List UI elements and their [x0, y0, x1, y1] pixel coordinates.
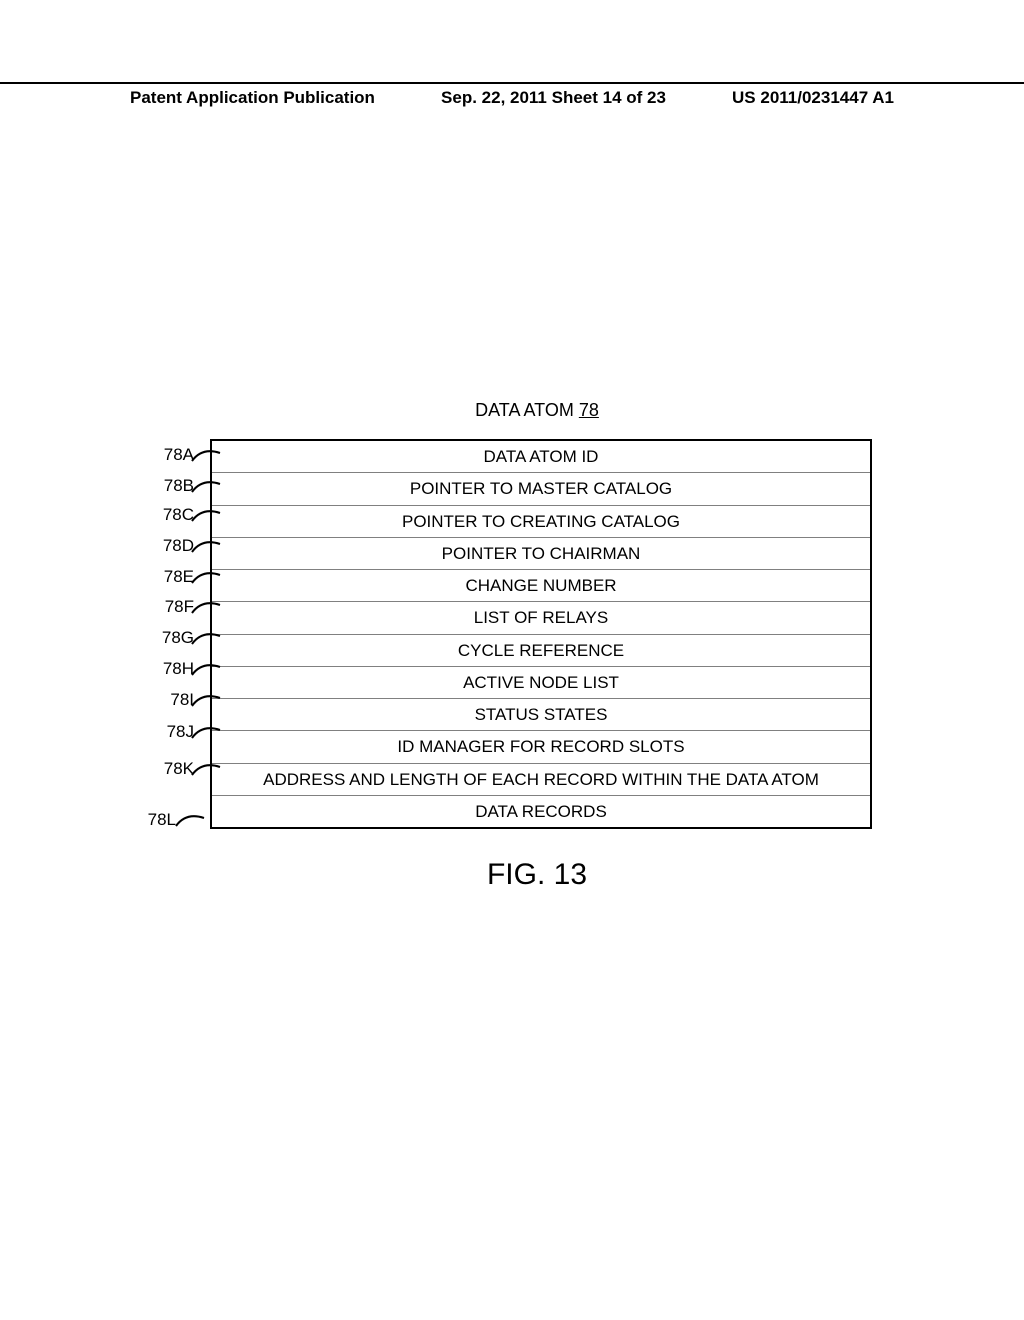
leader-line — [192, 571, 220, 585]
row-reference-label: 78D — [138, 536, 194, 556]
leader-line — [192, 763, 220, 777]
table-cell: POINTER TO CHAIRMAN — [211, 537, 871, 569]
table-row: ID MANAGER FOR RECORD SLOTS — [211, 731, 871, 763]
table-row: POINTER TO CREATING CATALOG — [211, 505, 871, 537]
table-cell: CYCLE REFERENCE — [211, 634, 871, 666]
leader-line — [192, 509, 220, 523]
table-cell: ADDRESS AND LENGTH OF EACH RECORD WITHIN… — [211, 763, 871, 795]
row-reference-label: 78F — [138, 597, 194, 617]
table-cell: ACTIVE NODE LIST — [211, 666, 871, 698]
header-publication: Patent Application Publication — [130, 88, 375, 108]
diagram-area: DATA ATOM 78 DATA ATOM IDPOINTER TO MAST… — [0, 400, 1024, 439]
header-date-sheet: Sep. 22, 2011 Sheet 14 of 23 — [441, 88, 666, 108]
diagram-title-prefix: DATA ATOM — [475, 400, 579, 420]
header-text-row: Patent Application Publication Sep. 22, … — [0, 88, 1024, 108]
table-row: POINTER TO MASTER CATALOG — [211, 473, 871, 505]
table-row: LIST OF RELAYS — [211, 602, 871, 634]
leader-line — [176, 814, 204, 828]
leader-line — [192, 480, 220, 494]
leader-line — [192, 449, 220, 463]
table-row: POINTER TO CHAIRMAN — [211, 537, 871, 569]
row-reference-label: 78E — [138, 567, 194, 587]
leader-line — [192, 540, 220, 554]
table-row: CHANGE NUMBER — [211, 570, 871, 602]
table-cell: POINTER TO MASTER CATALOG — [211, 473, 871, 505]
row-reference-label: 78B — [138, 476, 194, 496]
row-reference-label: 78K — [138, 759, 194, 779]
leader-line — [192, 663, 220, 677]
leader-line — [192, 694, 220, 708]
table-cell: STATUS STATES — [211, 699, 871, 731]
table-row: ADDRESS AND LENGTH OF EACH RECORD WITHIN… — [211, 763, 871, 795]
leader-line — [192, 632, 220, 646]
table-cell: ID MANAGER FOR RECORD SLOTS — [211, 731, 871, 763]
row-reference-label: 78C — [138, 505, 194, 525]
row-reference-label: 78H — [138, 659, 194, 679]
row-reference-label: 78I — [138, 690, 194, 710]
table-row: DATA ATOM ID — [211, 440, 871, 473]
table-cell: DATA RECORDS — [211, 795, 871, 828]
row-reference-label: 78A — [138, 445, 194, 465]
leader-line — [192, 601, 220, 615]
table-row: ACTIVE NODE LIST — [211, 666, 871, 698]
diagram-title-number: 78 — [579, 400, 599, 420]
row-reference-label: 78J — [138, 722, 194, 742]
leader-line — [192, 726, 220, 740]
header-patent-number: US 2011/0231447 A1 — [732, 88, 894, 108]
figure-caption: FIG. 13 — [0, 858, 1024, 892]
table-cell: LIST OF RELAYS — [211, 602, 871, 634]
diagram-title: DATA ATOM 78 — [0, 400, 1024, 421]
table-row: CYCLE REFERENCE — [211, 634, 871, 666]
page-header: Patent Application Publication Sep. 22, … — [0, 82, 1024, 108]
table-cell: DATA ATOM ID — [211, 440, 871, 473]
row-reference-label: 78G — [138, 628, 194, 648]
table-cell: CHANGE NUMBER — [211, 570, 871, 602]
row-reference-label: 78L — [120, 810, 176, 830]
data-atom-table: DATA ATOM IDPOINTER TO MASTER CATALOGPOI… — [210, 439, 872, 829]
table-row: STATUS STATES — [211, 699, 871, 731]
table-cell: POINTER TO CREATING CATALOG — [211, 505, 871, 537]
table-row: DATA RECORDS — [211, 795, 871, 828]
